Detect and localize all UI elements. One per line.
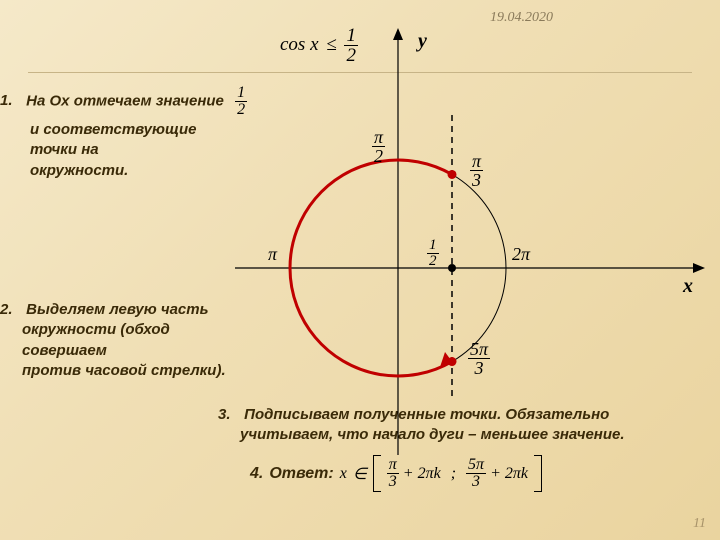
fivepiover3-num: 5π <box>468 340 490 359</box>
point-half-on-axis <box>448 264 456 272</box>
label-pi-over-3: π 3 <box>470 152 483 189</box>
label-2pi: 2π <box>512 244 530 265</box>
y-axis-arrow <box>393 28 403 40</box>
piover3-den: 3 <box>470 171 483 189</box>
piover2-den: 2 <box>372 147 385 165</box>
piover3-num: π <box>470 152 483 171</box>
fivepiover3-den: 3 <box>468 359 490 377</box>
x-axis-arrow <box>693 263 705 273</box>
point-5pi-over-3 <box>448 357 457 366</box>
label-5pi-over-3: 5π 3 <box>468 340 490 377</box>
point-pi-over-3 <box>448 170 457 179</box>
label-half: 1 2 <box>427 238 439 269</box>
half-den: 2 <box>427 254 439 269</box>
half-num: 1 <box>427 238 439 254</box>
label-pi: π <box>268 244 277 265</box>
piover2-num: π <box>372 128 385 147</box>
label-pi-over-2: π 2 <box>372 128 385 165</box>
unit-circle-diagram <box>0 0 720 540</box>
